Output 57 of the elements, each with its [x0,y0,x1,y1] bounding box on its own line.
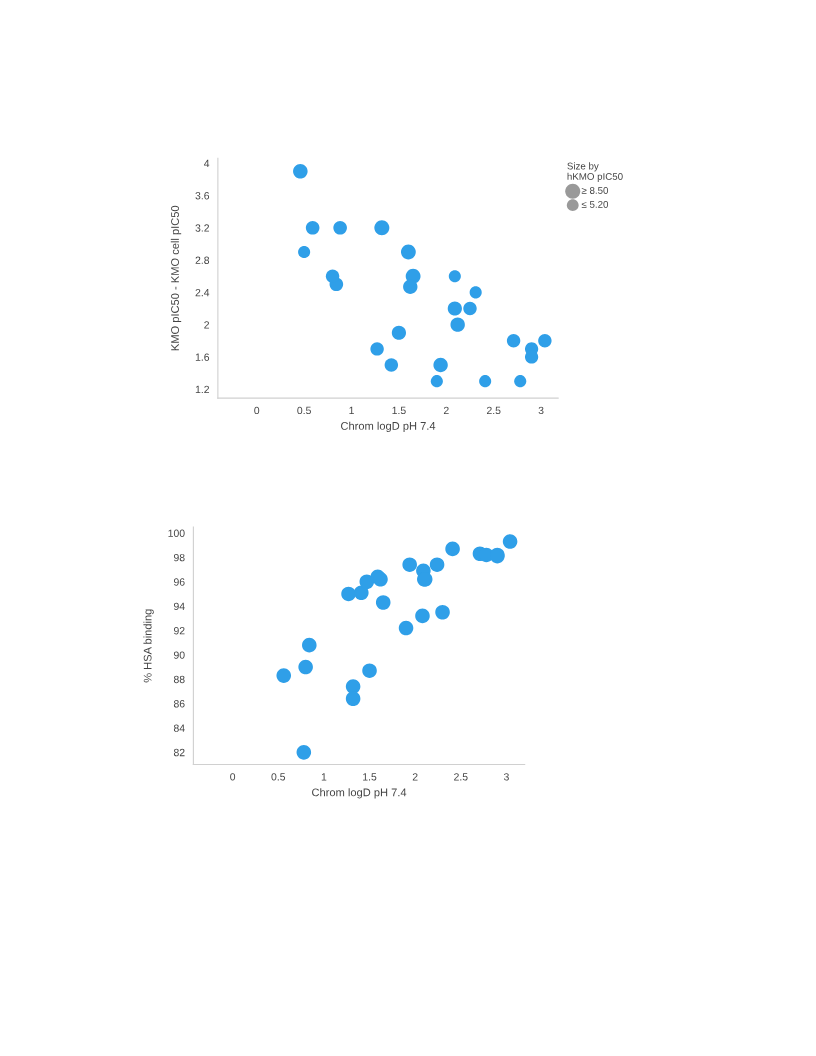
point [415,608,430,624]
y-tick-label: 90 [173,651,185,659]
point [398,620,414,636]
x-tick-label: 1.5 [363,773,377,781]
x-axis-title: Chrom logD pH 7.4 [312,788,407,799]
x-tick-label: 0.5 [297,406,311,415]
x-tick-label: 2 [443,406,449,414]
point [429,557,445,572]
x-tick-label: 2.5 [486,406,501,415]
point [502,534,518,549]
x-axis-title: Chrom logD pH 7.4 [341,421,436,433]
point [296,745,312,760]
y-tick-label: 94 [173,602,185,611]
point [402,557,417,572]
x-tick-label: 2 [412,773,418,781]
point [359,574,375,590]
y-tick-label: 88 [173,675,185,684]
legend-label: ≥ 8.50 [581,187,609,194]
y-tick-label: 86 [173,700,185,708]
x-tick-label: 2.5 [454,773,468,781]
y-tick-label: 98 [173,553,185,562]
y-tick-label: 84 [173,724,185,732]
y-tick-label: 3.6 [195,192,210,200]
y-tick-label: 82 [173,748,185,757]
y-tick-label: 92 [173,627,185,635]
point [445,541,460,557]
y-tick-label: 2.4 [195,288,210,297]
x-tick-label: 1.5 [392,406,406,415]
point [345,691,361,707]
x-tick-label: 1 [321,773,327,781]
point [302,637,317,653]
point [354,585,369,601]
y-tick-label: 96 [173,578,185,586]
legend-label: ≤ 5.20 [581,200,609,208]
y-tick-label: 1.6 [195,353,210,361]
point [276,668,292,683]
y-tick-label: 1.2 [195,385,210,394]
x-tick-label: 0 [254,406,260,415]
point [375,595,391,610]
x-tick-label: 3 [538,406,544,415]
point [345,679,361,694]
x-tick-label: 0 [230,773,236,781]
point [341,586,356,602]
y-tick-label: 2 [204,321,210,329]
legend-title: Size by hKMO pIC50 [567,162,623,182]
point [362,663,377,679]
point [435,604,450,620]
y-tick-label: 4 [203,159,210,168]
y-axis-title: % HSA binding [143,609,154,683]
y-tick-label: 2.8 [195,256,210,264]
point [298,659,313,675]
x-tick-label: 3 [503,773,509,781]
y-tick-label: 100 [168,529,185,537]
y-tick-label: 3.2 [195,224,210,232]
x-tick-label: 0.5 [271,773,286,781]
y-axis-title: KMO pIC50 - KMO cell pIC50 [170,205,182,351]
x-tick-label: 1 [349,406,354,414]
